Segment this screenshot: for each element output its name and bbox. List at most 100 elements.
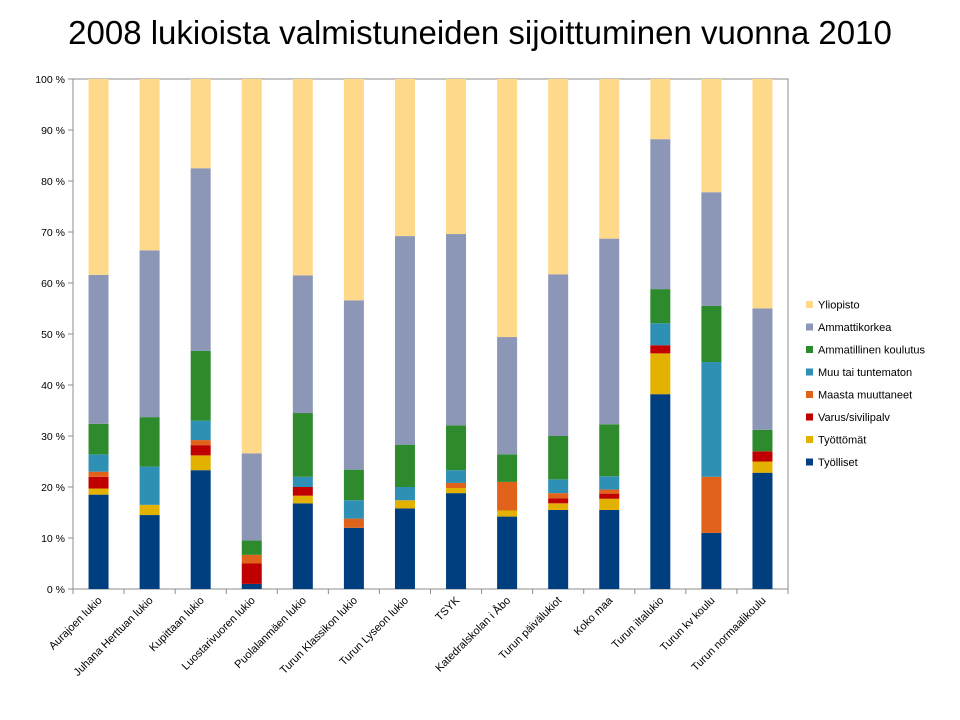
bar-segment	[548, 503, 569, 510]
legend-label: Maasta muuttaneet	[818, 390, 912, 402]
bar-segment	[292, 413, 313, 477]
bar-segment	[88, 79, 109, 275]
bar-segment	[343, 500, 364, 519]
legend-swatch	[806, 391, 813, 398]
bar-segment	[599, 498, 620, 510]
bar-segment	[701, 532, 722, 589]
y-tick-label: 90 %	[41, 125, 65, 137]
bar-segment	[190, 420, 211, 441]
bar-segment	[701, 192, 722, 306]
bar-segment	[650, 394, 671, 589]
bar-segment	[548, 436, 569, 480]
bar-segment	[497, 454, 518, 482]
bar-segment	[394, 79, 415, 237]
bar-segment	[88, 423, 109, 455]
bar-segment	[446, 493, 467, 589]
bar-segment	[88, 454, 109, 472]
bar-segment	[548, 79, 569, 275]
bar-segment	[599, 489, 620, 494]
bar-segment	[343, 518, 364, 528]
bar-segment	[139, 466, 160, 505]
bar-segment	[190, 470, 211, 589]
bar-segment	[752, 79, 773, 309]
bar-segment	[446, 482, 467, 489]
y-axis: 0 % 10 % 20 % 30 % 40 % 50 % 60 % 70 % 80 % 90 % 1…	[35, 74, 73, 596]
bar-segment	[752, 429, 773, 452]
bar-segment	[292, 79, 313, 276]
bar-segment	[599, 476, 620, 490]
bar-segment	[190, 445, 211, 456]
bar-segment	[497, 337, 518, 455]
y-tick-label: 20 %	[41, 482, 65, 494]
y-tick-label: 50 %	[41, 329, 65, 341]
bar-segment	[88, 274, 109, 424]
bar-segment	[752, 451, 773, 462]
bar-segment	[752, 461, 773, 473]
bar-segment	[241, 563, 262, 584]
legend-label: Muu tai tuntematon	[818, 367, 912, 379]
x-category-label: Turun iltalukio	[610, 595, 667, 652]
x-category-label: TSYK	[433, 594, 462, 623]
bar-segment	[190, 455, 211, 471]
bar-segment	[701, 305, 722, 363]
bar-segment	[599, 493, 620, 499]
legend-label: Ammattikorkea	[818, 322, 892, 334]
bar-segment	[497, 79, 518, 338]
bar-segment	[190, 79, 211, 169]
bar-segment	[394, 236, 415, 445]
bar-segment	[343, 300, 364, 470]
bar-segment	[752, 308, 773, 430]
bar-segment	[650, 139, 671, 290]
bar-segment	[139, 515, 160, 589]
bar-segment	[88, 494, 109, 589]
legend-swatch	[806, 301, 813, 308]
legend-label: Varus/sivilipalv	[818, 412, 890, 424]
bar-segment	[548, 498, 569, 504]
y-tick-label: 10 %	[41, 533, 65, 545]
bar-segment	[497, 510, 518, 517]
plot-border	[72, 78, 789, 590]
bar-segment	[343, 79, 364, 301]
bar-segment	[752, 472, 773, 589]
bar-segment	[599, 509, 620, 589]
bar-segment	[446, 470, 467, 483]
bar-segment	[394, 500, 415, 509]
bar-segment	[701, 362, 722, 477]
y-tick-label: 0 %	[47, 584, 65, 596]
x-category-label: Aurajoen lukio	[47, 595, 105, 653]
legend: Yliopisto Ammattikorkea Ammatillinen koulu…	[806, 300, 925, 469]
legend-label: Työttömät	[818, 435, 866, 447]
legend-label: Yliopisto	[818, 300, 860, 312]
bar-segment	[446, 488, 467, 494]
chart-title: 2008 lukioista valmistuneiden sijoittumi…	[68, 14, 892, 51]
bar-segment	[292, 487, 313, 496]
bar-segment	[241, 540, 262, 555]
bar-segment	[190, 350, 211, 421]
bar-segment	[446, 425, 467, 471]
bar-segment	[292, 495, 313, 504]
bar-segment	[599, 238, 620, 425]
bar-segment	[190, 440, 211, 446]
legend-swatch	[806, 458, 813, 466]
x-category-label: Koko maa	[572, 594, 616, 638]
bar-segment	[394, 508, 415, 589]
bar-segment	[650, 345, 671, 354]
bar-segment	[650, 323, 671, 346]
bar-segment	[446, 234, 467, 426]
bar-segment	[548, 493, 569, 499]
y-tick-label: 70 %	[41, 227, 65, 239]
legend-label: Työlliset	[818, 457, 858, 469]
bar-segment	[548, 274, 569, 436]
bar-segment	[292, 503, 313, 589]
bar-segment	[343, 469, 364, 501]
legend-swatch	[806, 323, 813, 331]
bar-segment	[139, 79, 160, 251]
bar-segment	[241, 583, 262, 589]
bar-segment	[701, 79, 722, 193]
legend-swatch	[806, 346, 813, 353]
bar-segment	[394, 487, 415, 501]
y-tick-label: 60 %	[41, 278, 65, 290]
bar-segment	[599, 424, 620, 477]
